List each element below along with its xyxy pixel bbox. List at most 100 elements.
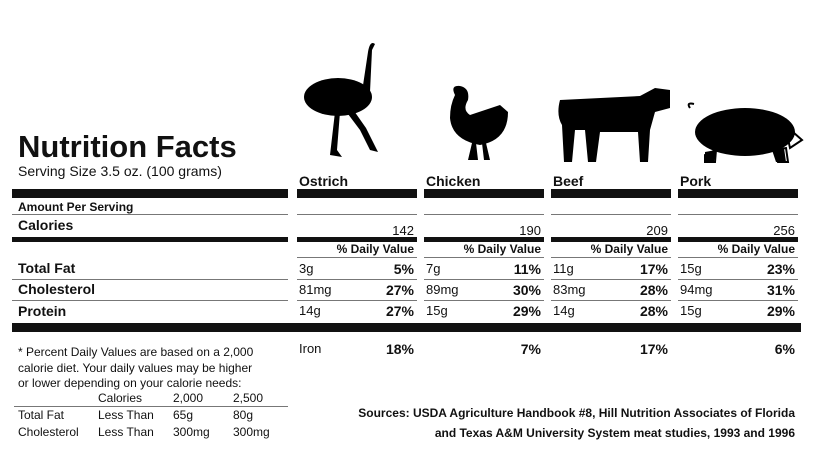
calorie-table-cell: 300mg: [233, 425, 270, 439]
rule: [297, 300, 417, 301]
calorie-table-header: Calories: [98, 391, 143, 405]
rule: [678, 237, 798, 242]
daily-value: 23%: [766, 261, 795, 277]
rule: [14, 406, 288, 407]
column-name: Pork: [680, 173, 712, 189]
column-name: Ostrich: [299, 173, 349, 189]
amount: 15g: [680, 303, 702, 318]
dv-header: % Daily Value: [336, 242, 414, 256]
rule: [551, 300, 671, 301]
iron-dv: 18%: [385, 341, 414, 357]
calorie-table-cell: Less Than: [98, 408, 154, 422]
row-label: Protein: [18, 303, 67, 319]
rule: [12, 189, 288, 198]
chicken-icon: [450, 85, 508, 160]
row-label: Cholesterol: [18, 281, 96, 297]
amount: 94mg: [680, 282, 713, 297]
rule: [12, 323, 801, 332]
daily-value: 31%: [766, 282, 795, 298]
rule: [12, 300, 288, 301]
sources: and Texas A&M University System meat stu…: [434, 426, 795, 440]
rule: [551, 189, 671, 198]
rule: [678, 189, 798, 198]
rule: [297, 279, 417, 280]
rule: [424, 189, 544, 198]
rule: [12, 214, 288, 215]
calories-value: 142: [392, 223, 414, 238]
amount: 14g: [299, 303, 321, 318]
daily-value: 17%: [639, 261, 668, 277]
amount: 7g: [426, 261, 441, 276]
row-label: Total Fat: [18, 260, 76, 276]
rule: [424, 257, 544, 258]
iron-dv: 7%: [520, 341, 541, 357]
daily-value: 27%: [385, 303, 414, 319]
amount: 14g: [553, 303, 575, 318]
animal-icons: [304, 43, 804, 163]
serving-size: Serving Size 3.5 oz. (100 grams): [18, 163, 222, 179]
amount-per-serving: Amount Per Serving: [18, 200, 134, 214]
rule: [551, 279, 671, 280]
dv-header: % Daily Value: [717, 242, 795, 256]
amount: 15g: [680, 261, 702, 276]
daily-value: 28%: [639, 282, 668, 298]
footnote: calorie diet. Your daily values may be h…: [18, 361, 253, 375]
rule: [424, 300, 544, 301]
rule: [424, 237, 544, 242]
calorie-table-cell: Cholesterol: [18, 425, 79, 439]
amount: 15g: [426, 303, 448, 318]
amount: 11g: [553, 261, 574, 276]
column-name: Beef: [553, 173, 584, 189]
calorie-table-cell: 300mg: [173, 425, 210, 439]
calorie-table-header: 2,000: [173, 391, 204, 405]
calorie-table-cell: 80g: [233, 408, 254, 422]
title: Nutrition Facts: [18, 129, 237, 164]
rule: [297, 189, 417, 198]
ostrich-icon: [304, 43, 378, 157]
iron-dv: 17%: [639, 341, 668, 357]
daily-value: 27%: [385, 282, 414, 298]
pig-icon: [687, 102, 804, 163]
amount: 3g: [299, 261, 314, 276]
calorie-table-cell: Total Fat: [18, 408, 65, 422]
rule: [551, 257, 671, 258]
iron-label: Iron: [299, 341, 322, 356]
calories-value: 209: [646, 223, 668, 238]
daily-value: 29%: [512, 303, 541, 319]
rule: [551, 214, 671, 215]
rule: [12, 279, 288, 280]
rule: [551, 237, 671, 242]
rule: [678, 257, 798, 258]
row-label: Calories: [18, 217, 74, 233]
calories-value: 256: [773, 223, 795, 238]
rule: [297, 237, 417, 242]
daily-value: 30%: [512, 282, 541, 298]
rule: [424, 279, 544, 280]
rule: [424, 214, 544, 215]
amount: 81mg: [299, 282, 332, 297]
sources: Sources: USDA Agriculture Handbook #8, H…: [358, 406, 795, 420]
footnote: or lower depending on your calorie needs…: [18, 376, 242, 390]
daily-value: 29%: [766, 303, 795, 319]
dv-header: % Daily Value: [590, 242, 668, 256]
rule: [678, 300, 798, 301]
column-name: Chicken: [426, 173, 481, 189]
daily-value: 28%: [639, 303, 668, 319]
rule: [12, 237, 288, 242]
footnote: * Percent Daily Values are based on a 2,…: [18, 345, 254, 359]
calorie-table-cell: 65g: [173, 408, 194, 422]
calories-value: 190: [519, 223, 541, 238]
daily-value: 5%: [393, 261, 414, 277]
cow-icon: [558, 88, 670, 162]
amount: 83mg: [553, 282, 586, 297]
rule: [678, 214, 798, 215]
daily-value: 11%: [513, 261, 541, 277]
rule: [297, 257, 417, 258]
amount: 89mg: [426, 282, 459, 297]
calorie-table-cell: Less Than: [98, 425, 154, 439]
rule: [297, 214, 417, 215]
calorie-table-header: 2,500: [233, 391, 264, 405]
rule: [678, 279, 798, 280]
dv-header: % Daily Value: [463, 242, 541, 256]
